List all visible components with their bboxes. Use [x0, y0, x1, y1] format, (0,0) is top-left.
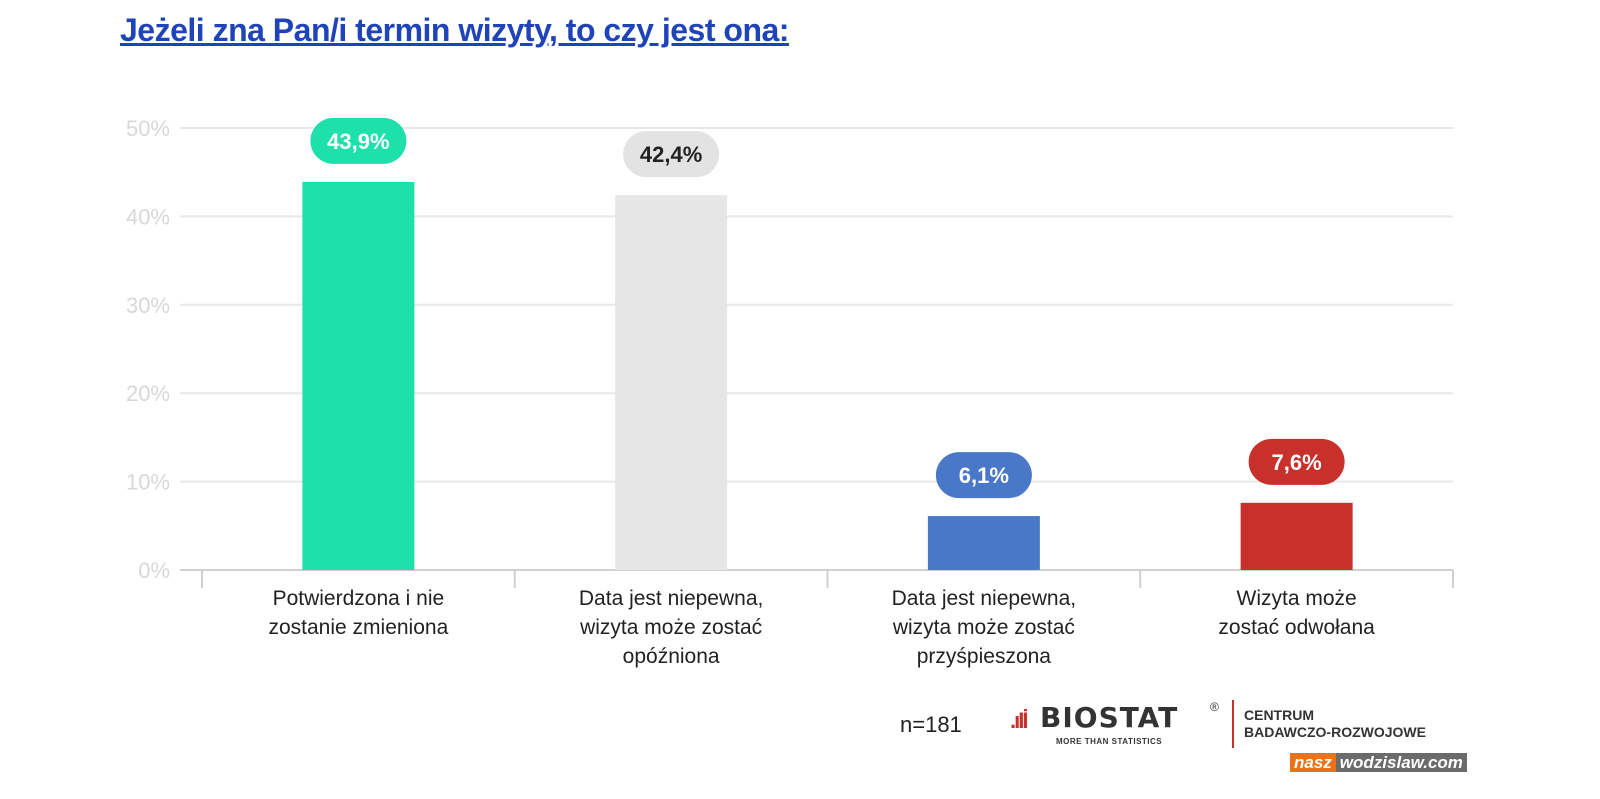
y-tick-label: 0%: [138, 558, 170, 583]
watermark-a: nasz: [1290, 753, 1336, 772]
data-label: 43,9%: [327, 129, 389, 154]
data-label: 6,1%: [959, 463, 1009, 488]
y-tick-label: 30%: [126, 293, 170, 318]
category-label: Data jest niepewna, wizyta może zostać o…: [578, 587, 764, 668]
bar: [302, 181, 415, 570]
logo-name: BIOSTAT: [1040, 701, 1179, 734]
bar: [615, 195, 728, 570]
center-line1: CENTRUM: [1244, 707, 1314, 723]
bar: [927, 516, 1040, 570]
data-label-pill: [1248, 438, 1345, 485]
bar: [1240, 502, 1353, 570]
data-label-pill: [623, 131, 720, 178]
logo-tagline: MORE THAN STATISTICS: [1056, 737, 1163, 746]
center-line2: BADAWCZO-ROZWOJOWE: [1244, 724, 1426, 740]
bar-chart: 0% 10% 20% 30% 40% 50% 43,9% 42,4% 6,1% 7,6%: [126, 116, 1454, 588]
data-label-pill: [935, 452, 1032, 499]
y-tick-label: 50%: [126, 116, 170, 141]
biostat-logo: .ıIİ BIOSTAT ® MORE THAN STATISTICS CENT…: [1010, 700, 1450, 750]
sample-size: n=181: [900, 712, 962, 737]
category-label: Wizyta może zostać odwołana: [1218, 587, 1375, 639]
y-tick-label: 10%: [126, 470, 170, 495]
logo-reg: ®: [1210, 700, 1219, 714]
category-label: Potwierdzona i nie zostanie zmieniona: [268, 587, 449, 639]
y-tick-label: 40%: [126, 204, 170, 229]
data-label-pill: [310, 117, 407, 164]
logo-bars-icon: .ıIİ: [1010, 708, 1028, 733]
y-tick-label: 20%: [126, 381, 170, 406]
watermark-b: wodzislaw.com: [1335, 753, 1467, 772]
data-label: 42,4%: [640, 142, 702, 167]
chart-title: Jeżeli zna Pan/i termin wizyty, to czy j…: [120, 12, 789, 48]
watermark: nasz wodzislaw.com: [1290, 752, 1467, 774]
logo-divider: [1232, 700, 1234, 748]
category-label: Data jest niepewna, wizyta może zostać p…: [891, 587, 1077, 668]
data-label: 7,6%: [1272, 450, 1322, 475]
